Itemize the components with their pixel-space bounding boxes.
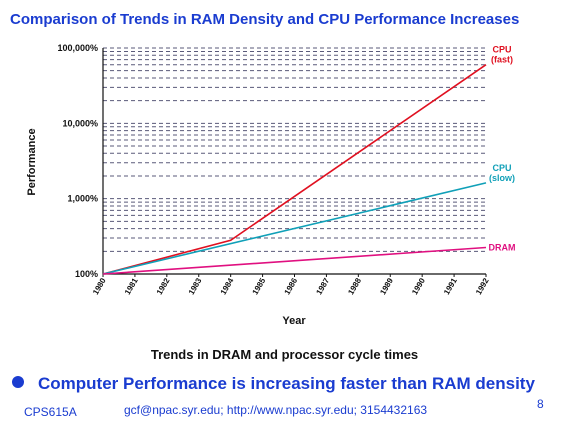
y-tick-labels: 100% 1,000% 10,000% 100,000% <box>57 43 98 279</box>
series-line <box>102 182 487 275</box>
course-code: CPS615A <box>24 405 77 419</box>
x-tick-label: 1991 <box>442 276 459 296</box>
x-tick-label: 1982 <box>155 276 172 296</box>
chart-series <box>102 64 487 275</box>
bullet-point: Computer Performance is increasing faste… <box>12 374 535 394</box>
x-tick-label: 1985 <box>251 276 268 296</box>
x-tick-label: 1980 <box>91 276 108 296</box>
series-line <box>102 246 487 275</box>
y-tick-label: 10,000% <box>62 118 98 128</box>
chart-grid <box>103 47 486 252</box>
performance-chart: 100%1,000%10,000%100,000% 1980 1981 1982 19… <box>26 43 516 327</box>
series-labels: CPU(fast)CPU(slow)DRAM <box>489 45 516 253</box>
x-tick-label: 1981 <box>123 276 140 296</box>
chart-caption: Trends in DRAM and processor cycle times <box>150 347 419 362</box>
series-label: CPU <box>492 45 511 55</box>
series-label: (slow) <box>489 173 515 183</box>
x-tick-label: 1987 <box>314 276 331 296</box>
series-line <box>102 64 487 275</box>
chart-axes <box>102 48 486 275</box>
y-tick-label: 100,000% <box>57 43 98 53</box>
contact-info: gcf@npac.syr.edu; http://www.npac.syr.ed… <box>124 403 428 417</box>
x-tick-label: 1984 <box>219 276 236 296</box>
x-tick-labels: 1980 1981 1982 1983 1984 1985 1986 1987 1988 1989… <box>91 274 491 296</box>
slide-title: Comparison of Trends in RAM Density and … <box>10 11 520 28</box>
y-axis-label: Performance <box>26 128 38 195</box>
bullet-icon <box>12 376 24 388</box>
bullet-text: Computer Performance is increasing faste… <box>38 374 535 393</box>
page-number: 8 <box>537 397 544 411</box>
x-tick-label: 1992 <box>474 276 491 296</box>
y-tick-label: 1,000% <box>67 194 98 204</box>
x-tick-label: 1989 <box>378 276 395 296</box>
x-tick-label: 1986 <box>283 276 300 296</box>
x-axis-label: Year <box>282 315 306 327</box>
x-tick-label: 1988 <box>346 276 363 296</box>
series-label: (fast) <box>491 55 513 65</box>
x-tick-label: 1990 <box>410 276 427 296</box>
series-label: CPU <box>492 163 511 173</box>
x-tick-label: 1983 <box>187 276 204 296</box>
series-label: DRAM <box>489 242 516 252</box>
y-tick-label: 100% <box>75 269 98 279</box>
